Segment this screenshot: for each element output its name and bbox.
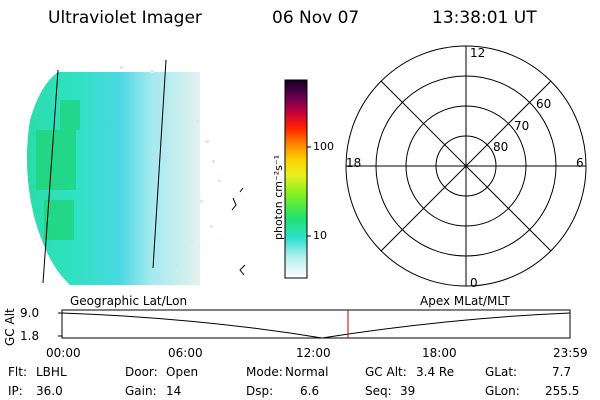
timeline-plot bbox=[58, 309, 571, 339]
x-tick-0600: 06:00 bbox=[168, 346, 203, 360]
gcalt-value: 3.4 Re bbox=[416, 365, 455, 379]
glat-value: 7.7 bbox=[552, 365, 572, 379]
lat-label-80: 80 bbox=[493, 140, 509, 154]
x-tick-1800: 18:00 bbox=[422, 346, 457, 360]
gain-label: Gain: bbox=[125, 384, 157, 398]
gcalt-label: GC Alt: bbox=[365, 365, 407, 379]
seq-value: 39 bbox=[400, 384, 416, 398]
colorbar bbox=[284, 79, 311, 279]
door-value: Open bbox=[166, 365, 199, 379]
x-tick-1200: 12:00 bbox=[296, 346, 331, 360]
polar-dial bbox=[345, 45, 587, 287]
uvi-image bbox=[26, 59, 246, 285]
glat-label: GLat: bbox=[485, 365, 518, 379]
gain-value: 14 bbox=[166, 384, 182, 398]
dsp-label: Dsp: bbox=[246, 384, 274, 398]
time-label: 13:38:01 UT bbox=[432, 8, 537, 28]
date-label: 06 Nov 07 bbox=[272, 8, 360, 28]
ip-value: 36.0 bbox=[36, 384, 63, 398]
colorbar-tick-10: 10 bbox=[313, 229, 327, 242]
x-tick-2359: 23:59 bbox=[553, 346, 588, 360]
lat-label-70: 70 bbox=[514, 119, 530, 133]
mlt-label-6: 6 bbox=[576, 156, 584, 170]
x-tick-0000: 00:00 bbox=[46, 346, 81, 360]
mode-value: Normal bbox=[285, 365, 329, 379]
timeline-y-axis-label: GC Alt bbox=[3, 308, 17, 346]
colorbar-unit-label: photon cm⁻²s⁻¹ bbox=[272, 154, 285, 240]
mode-label: Mode: bbox=[246, 365, 283, 379]
instrument-title: Ultraviolet Imager bbox=[48, 8, 202, 28]
timeline-left-title: Geographic Lat/Lon bbox=[70, 294, 188, 308]
flt-label: Flt: bbox=[8, 365, 27, 379]
lat-label-60: 60 bbox=[536, 97, 552, 111]
ip-label: IP: bbox=[8, 384, 23, 398]
glon-value: 255.5 bbox=[545, 384, 580, 398]
mlt-label-12: 12 bbox=[470, 46, 486, 60]
dsp-value: 6.6 bbox=[300, 384, 320, 398]
glon-label: GLon: bbox=[485, 384, 520, 398]
flt-value: LBHL bbox=[36, 365, 67, 379]
seq-label: Seq: bbox=[365, 384, 392, 398]
y-tick-1-8: 1.8 bbox=[20, 329, 40, 343]
timeline-right-title: Apex MLat/MLT bbox=[420, 294, 510, 308]
mlt-label-18: 18 bbox=[346, 156, 362, 170]
mlt-label-0: 0 bbox=[470, 276, 478, 290]
colorbar-tick-100: 100 bbox=[313, 140, 334, 153]
image-speckle bbox=[120, 66, 221, 273]
y-tick-9: 9.0 bbox=[20, 306, 40, 320]
door-label: Door: bbox=[125, 365, 158, 379]
